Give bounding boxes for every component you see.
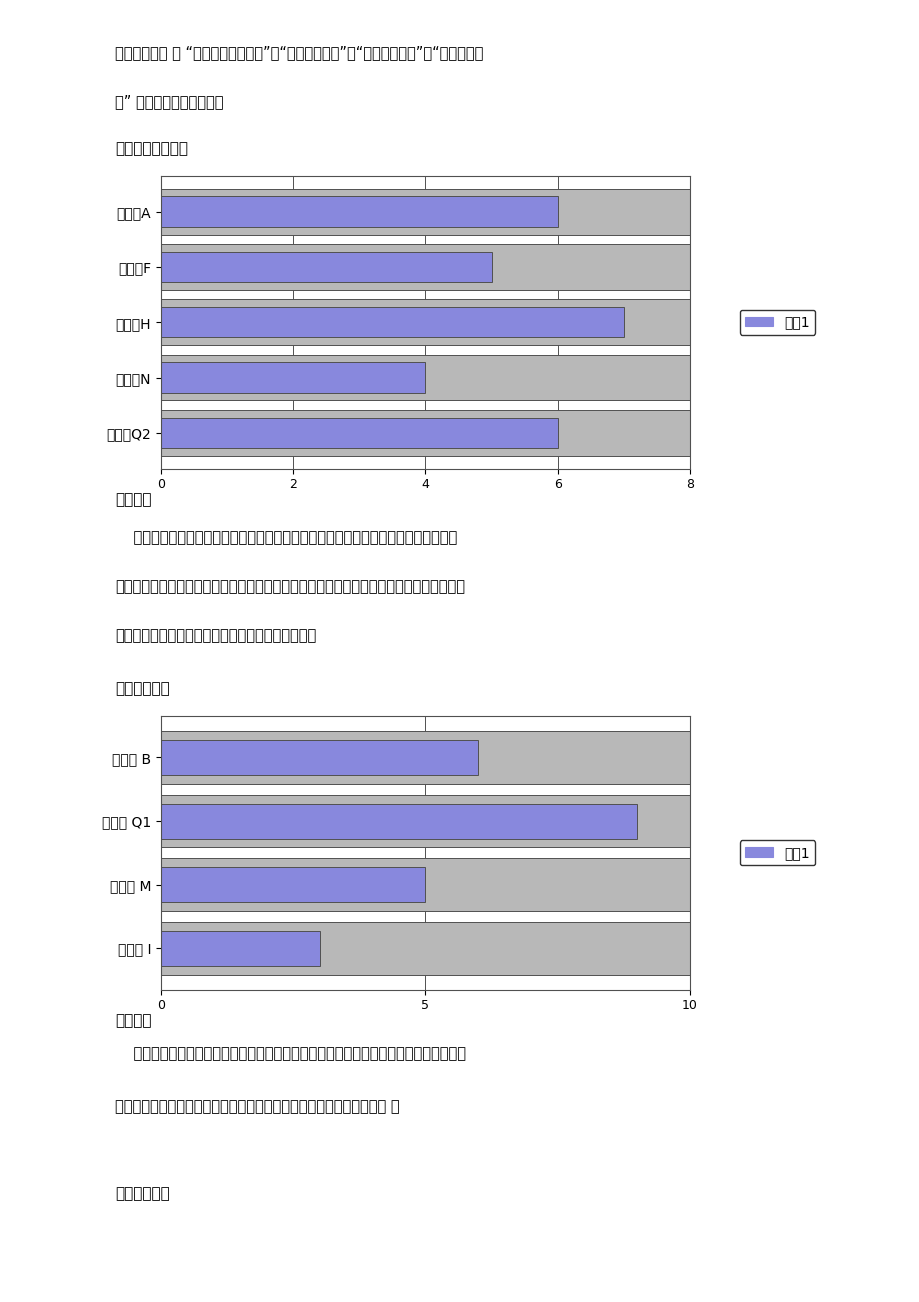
Text: 示自我，比较直率。独立性较强，不经常依赖他人。: 示自我，比较直率。独立性较强，不经常依赖他人。 [115,629,316,643]
Bar [161,922,689,975]
Text: 《解释》: 《解释》 [115,492,152,508]
Text: 与人交往以及合作能力处于中等水平。对人和对事的关心水平与大多数人一致。在社: 与人交往以及合作能力处于中等水平。对人和对事的关心水平与大多数人一致。在社 [115,530,457,546]
Text: 做事风格方面: 做事风格方面 [115,1186,170,1200]
Text: 的细节，又能从广阔的思路去考虑问题。做判断和决策的时候，重感性 。: 的细节，又能从广阔的思路去考虑问题。做判断和决策的时候，重感性 。 [115,1099,399,1115]
Text: 面” 四个方面的表现如下：: 面” 四个方面的表现如下： [115,95,223,109]
Bar [161,867,425,902]
Bar [161,730,689,784]
Bar [161,418,557,448]
Bar [161,299,689,345]
Text: 交场合中显得拘谨，与人交往表现得不卑不兖，但又不会过分突显。对多数人能较为公开展: 交场合中显得拘谨，与人交往表现得不卑不兖，但又不会过分突显。对多数人能较为公开展 [115,579,464,594]
Bar [161,410,689,456]
Text: 决策能力方面: 决策能力方面 [115,681,170,697]
Bar [161,803,636,838]
Bar [161,858,689,911]
Bar [161,354,689,401]
Text: 有一定的学习能力，反应比较快。比较遵循常规，又能保持一定的开放性。即关注事情: 有一定的学习能力，反应比较快。比较遵循常规，又能保持一定的开放性。即关注事情 [115,1047,466,1061]
Legend: 系列1: 系列1 [739,310,814,335]
Bar [161,307,623,337]
Bar [161,362,425,393]
Text: 《解释》: 《解释》 [115,1013,152,1029]
Bar [161,189,689,234]
Bar [161,243,689,290]
Bar [161,794,689,848]
Bar [161,740,478,775]
Bar [161,251,491,283]
Bar [161,931,320,966]
Legend: 系列1: 系列1 [739,840,814,866]
Text: 与他人的关系方面: 与他人的关系方面 [115,141,187,156]
Text: 综合来看，我 在 “与他人的关系方面”、“决策能力方面”、“做事风格方面”、“心理健康方: 综合来看，我 在 “与他人的关系方面”、“决策能力方面”、“做事风格方面”、“心… [115,46,482,61]
Bar [161,197,557,227]
